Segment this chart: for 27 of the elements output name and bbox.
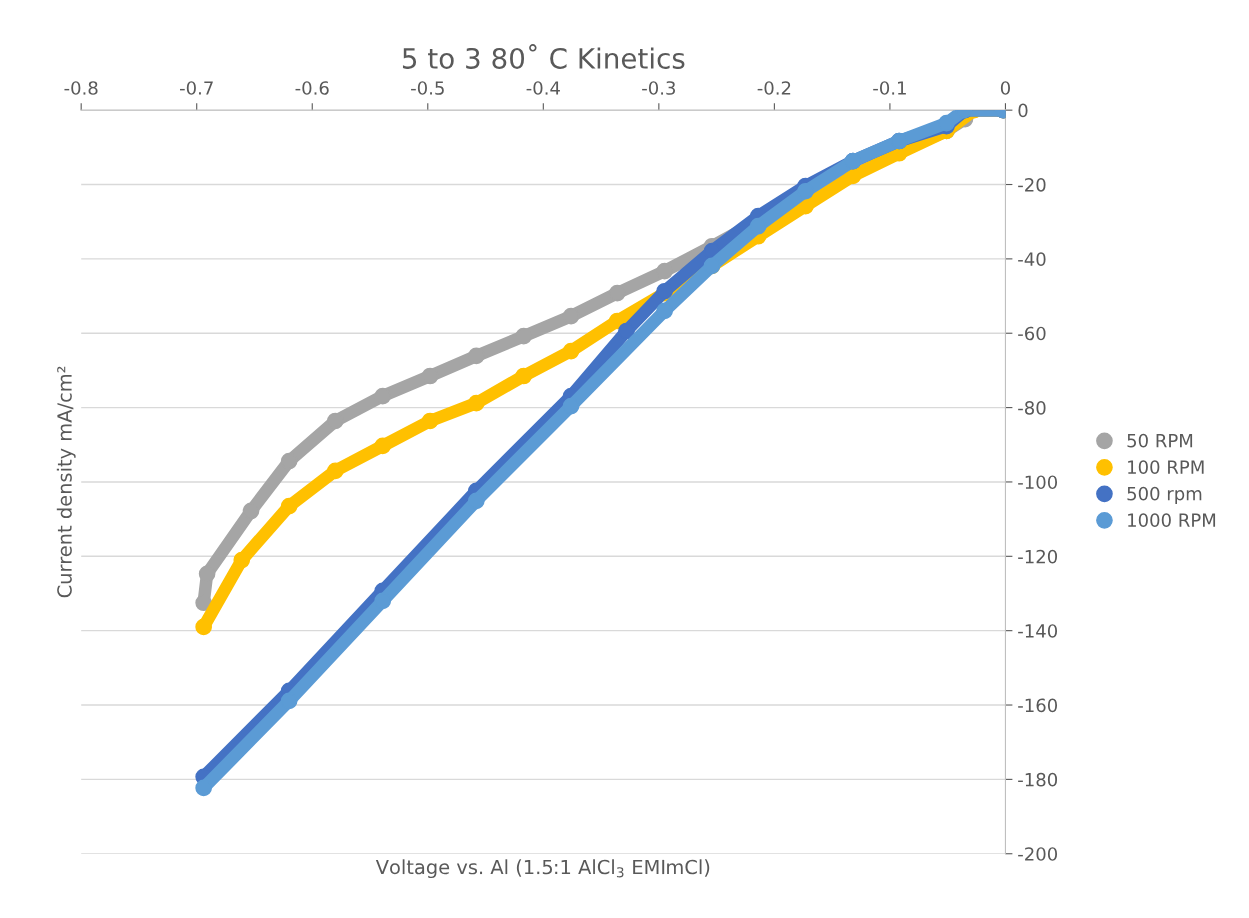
y-tick-label: -60 [1018, 326, 1046, 341]
x-tick-label: 0 [1000, 81, 1010, 95]
y-tick-label: -40 [1018, 252, 1046, 266]
x-tick-label: -0.8 [64, 81, 98, 95]
chart-title: 5 to 3 80˚ C Kinetics [402, 44, 685, 69]
x-tick-label: -0.7 [179, 81, 213, 95]
y-axis-title: Current density mA/cm² [56, 366, 76, 598]
y-tick-label: -140 [1018, 624, 1058, 638]
y-tick-label: -180 [1018, 772, 1058, 787]
x-tick-label: -0.4 [526, 81, 560, 95]
legend-label: 50 RPM [1127, 433, 1193, 448]
y-tick-label: -100 [1018, 475, 1058, 490]
x-tick-label: -0.6 [295, 81, 329, 95]
x-tick-label: -0.1 [873, 81, 906, 95]
x-tick-label: -0.2 [757, 81, 791, 95]
y-tick-label: -80 [1018, 401, 1046, 415]
x-tick-label: -0.3 [642, 81, 676, 95]
y-tick-label: -20 [1018, 177, 1046, 192]
x-tick-label: -0.5 [411, 81, 444, 95]
y-tick-label: -160 [1018, 698, 1058, 713]
x-axis-title: Voltage vs. Al (1.5:1 AlCl$_{3}$ EMImCl) [375, 859, 710, 879]
legend-label: 500 rpm [1127, 486, 1202, 504]
legend-label: 1000 RPM [1128, 513, 1216, 527]
legend-label: 100 RPM [1128, 460, 1204, 474]
y-tick-label: -200 [1018, 847, 1058, 861]
y-tick-label: 0 [1018, 103, 1028, 118]
y-tick-label: -120 [1018, 549, 1058, 564]
